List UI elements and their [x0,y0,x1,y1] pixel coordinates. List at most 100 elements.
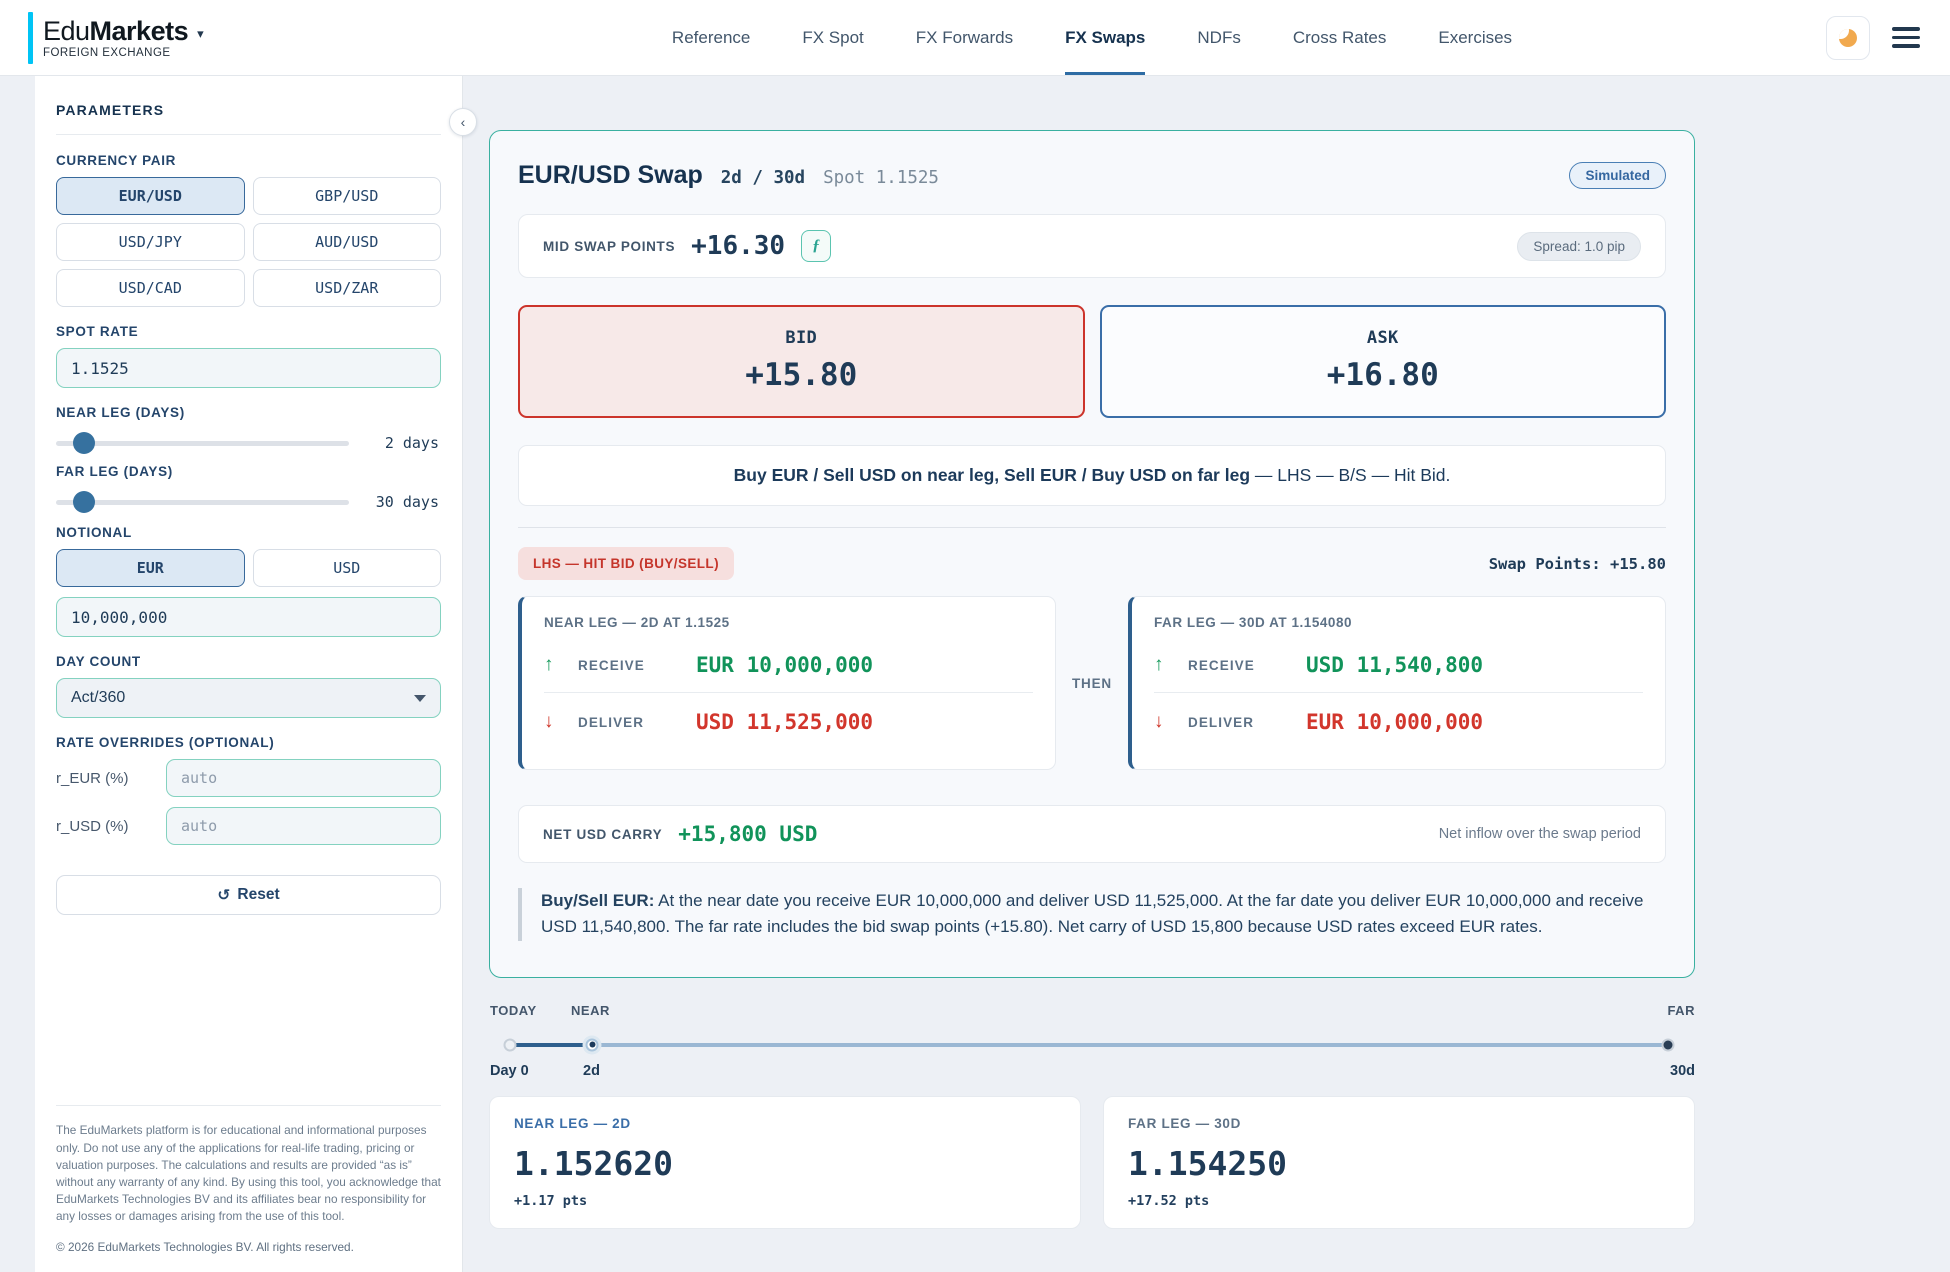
near-leg-slider[interactable] [56,432,349,454]
far-leg-card-title: FAR LEG — 30D AT 1.154080 [1154,615,1353,630]
far-leg-card: FAR LEG — 30D AT 1.154080 ↑ RECEIVE USD … [1128,596,1666,770]
bid-value: +15.80 [745,357,858,393]
simulated-badge: Simulated [1569,162,1666,189]
spread-badge: Spread: 1.0 pip [1517,231,1641,261]
direction-summary: Buy EUR / Sell USD on near leg, Sell EUR… [518,445,1666,506]
nav-tab-ndfs[interactable]: NDFs [1197,27,1241,47]
near-leg-card: NEAR LEG — 2D AT 1.1525 ↑ RECEIVE EUR 10… [518,596,1056,770]
brand-logo: Edu Markets ▾ FOREIGN EXCHANGE [28,0,358,75]
near-leg-label: NEAR LEG (DAYS) [56,405,185,420]
pair-button-usdzar[interactable]: USD/ZAR [252,269,441,307]
theme-toggle-button[interactable] [1826,15,1870,60]
pair-button-usdjpy[interactable]: USD/JPY [56,223,245,261]
day-count-value: Act/360 [71,689,126,706]
arrow-up-icon: ↑ [544,654,554,675]
moon-icon [1839,28,1857,47]
nav-tab-fx-spot[interactable]: FX Spot [802,27,864,47]
app-header: Edu Markets ▾ FOREIGN EXCHANGE Reference … [0,0,1950,76]
chevron-down-icon [414,694,426,702]
far-receive-value: USD 11,540,800 [1306,653,1484,677]
day-count-label: DAY COUNT [56,654,141,669]
reset-button[interactable]: ↺ Reset [56,875,441,915]
timeline-near-day-label: 2d [583,1062,600,1079]
notional-amount-input[interactable] [56,597,441,637]
reset-icon: ↺ [217,886,231,904]
formula-icon[interactable]: ƒ [801,230,832,262]
far-leg-rate-card: FAR LEG — 30D 1.154250 +17.52 pts [1103,1095,1695,1229]
near-leg-rate-card: NEAR LEG — 2D 1.152620 +1.17 pts [489,1095,1081,1229]
timeline-today-dot [503,1038,517,1052]
notional-usd-button[interactable]: USD [252,549,441,587]
receive-label: RECEIVE [578,657,645,673]
spot-rate-label: SPOT RATE [56,324,139,339]
timeline-track [503,1038,1675,1052]
explanation-paragraph: Buy/Sell EUR: At the near date you recei… [518,888,1666,941]
timeline-far-label: FAR [1667,1002,1695,1018]
mid-swap-points-label: MID SWAP POINTS [543,238,676,254]
timeline-near-dot[interactable] [585,1038,599,1052]
bid-box[interactable]: BID +15.80 [518,305,1085,418]
pair-button-gbpusd[interactable]: GBP/USD [252,177,441,215]
spot-rate-input[interactable] [56,348,441,388]
then-label: THEN [1072,675,1112,691]
swap-tenor: 2d / 30d [720,168,806,188]
ask-label: ASK [1366,328,1399,348]
nav-tab-fx-swaps[interactable]: FX Swaps [1065,0,1146,75]
main-content: EUR/USD Swap 2d / 30d Spot 1.1525 Simula… [463,76,1950,1272]
net-carry-label: NET USD CARRY [543,826,663,842]
near-leg-slider-thumb[interactable] [72,432,95,454]
r-eur-label: r_EUR (%) [56,769,129,787]
brand-title: Edu Markets ▾ [43,16,204,46]
chevron-down-icon[interactable]: ▾ [197,25,204,41]
swap-points-value: Swap Points: +15.80 [1488,554,1666,573]
sidebar-collapse-button[interactable]: ‹ [449,108,477,136]
r-usd-input[interactable] [166,807,441,845]
arrow-down-icon: ↓ [1154,711,1164,732]
swap-timeline: TODAY NEAR FAR Day 0 2d 30d [489,1003,1695,1083]
far-leg-slider[interactable] [56,491,349,513]
pair-button-usdcad[interactable]: USD/CAD [56,269,245,307]
timeline-near-segment [510,1042,592,1047]
near-leg-pts: +1.17 pts [514,1192,588,1209]
nav-tab-exercises[interactable]: Exercises [1438,27,1513,47]
far-leg-rate-value: 1.154250 [1128,1143,1287,1183]
notional-eur-button[interactable]: EUR [56,549,245,587]
far-leg-value: 30 days [375,493,439,511]
far-leg-pts: +17.52 pts [1128,1192,1210,1209]
net-carry-row: NET USD CARRY +15,800 USD Net inflow ove… [518,805,1666,863]
far-leg-slider-thumb[interactable] [72,491,95,513]
notional-currency-toggle: EUR USD [56,549,441,587]
timeline-far-dot[interactable] [1661,1038,1675,1052]
divider [56,134,441,135]
r-eur-input[interactable] [166,759,441,797]
arrow-down-icon: ↓ [544,711,554,732]
deliver-label: DELIVER [1188,714,1255,730]
near-leg-card-title: NEAR LEG — 2D AT 1.1525 [544,615,730,630]
deliver-label: DELIVER [578,714,645,730]
rate-overrides-label: RATE OVERRIDES (OPTIONAL) [56,735,275,750]
swap-title: EUR/USD Swap [518,161,703,189]
net-carry-note: Net inflow over the swap period [1438,826,1641,842]
main-nav: Reference FX Spot FX Forwards FX Swaps N… [358,0,1826,75]
far-leg-rate-title: FAR LEG — 30D [1128,1115,1242,1131]
net-carry-value: +15,800 USD [678,822,818,846]
notional-label: NOTIONAL [56,525,132,540]
nav-tab-reference[interactable]: Reference [671,27,751,47]
mid-swap-points-row: MID SWAP POINTS +16.30 ƒ Spread: 1.0 pip [518,214,1666,278]
far-deliver-value: EUR 10,000,000 [1306,710,1484,734]
timeline-day0-label: Day 0 [490,1062,529,1079]
pair-button-eurusd[interactable]: EUR/USD [56,177,245,215]
day-count-select[interactable]: Act/360 [56,678,441,718]
nav-tab-fx-forwards[interactable]: FX Forwards [915,27,1014,47]
hamburger-menu-icon[interactable] [1892,27,1920,48]
near-leg-rate-title: NEAR LEG — 2D [514,1115,631,1131]
near-deliver-value: USD 11,525,000 [696,710,874,734]
near-receive-value: EUR 10,000,000 [696,653,874,677]
copyright-text: © 2026 EduMarkets Technologies BV. All r… [56,1240,354,1254]
brand-accent-bar [28,11,33,64]
disclaimer-text: The EduMarkets platform is for education… [56,1123,441,1223]
timeline-far-day-label: 30d [1670,1062,1695,1079]
ask-box[interactable]: ASK +16.80 [1099,305,1666,418]
pair-button-audusd[interactable]: AUD/USD [252,223,441,261]
nav-tab-cross-rates[interactable]: Cross Rates [1292,27,1387,47]
